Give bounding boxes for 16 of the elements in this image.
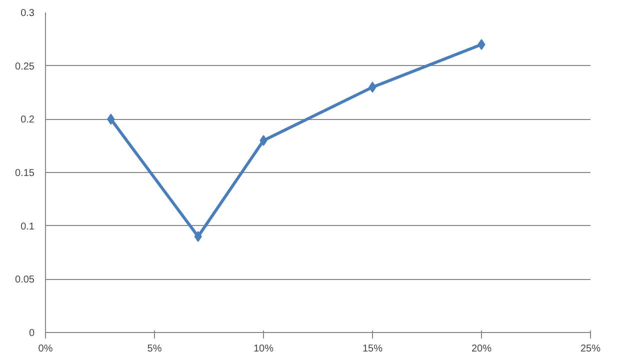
x-tick-label: 10% <box>253 344 274 354</box>
point <box>478 39 486 50</box>
point <box>260 135 268 146</box>
point <box>194 231 202 242</box>
y-tick-label: 0.15 <box>15 168 35 179</box>
y-tick-label: 0.25 <box>15 61 35 72</box>
y-tick-label: 0.2 <box>20 114 35 126</box>
y-tick-label: 0.1 <box>20 221 35 232</box>
y-tick-label: 0.3 <box>20 8 35 19</box>
x-tick-label: 20% <box>471 344 492 354</box>
x-tick-label: 5% <box>147 344 162 354</box>
y-tick-label: 0.05 <box>15 274 35 286</box>
y-tick-label: 0 <box>28 328 35 339</box>
x-tick-label: 0% <box>38 344 53 354</box>
x-tick-label: 15% <box>362 344 383 354</box>
x-tick-label: 25% <box>580 344 601 354</box>
